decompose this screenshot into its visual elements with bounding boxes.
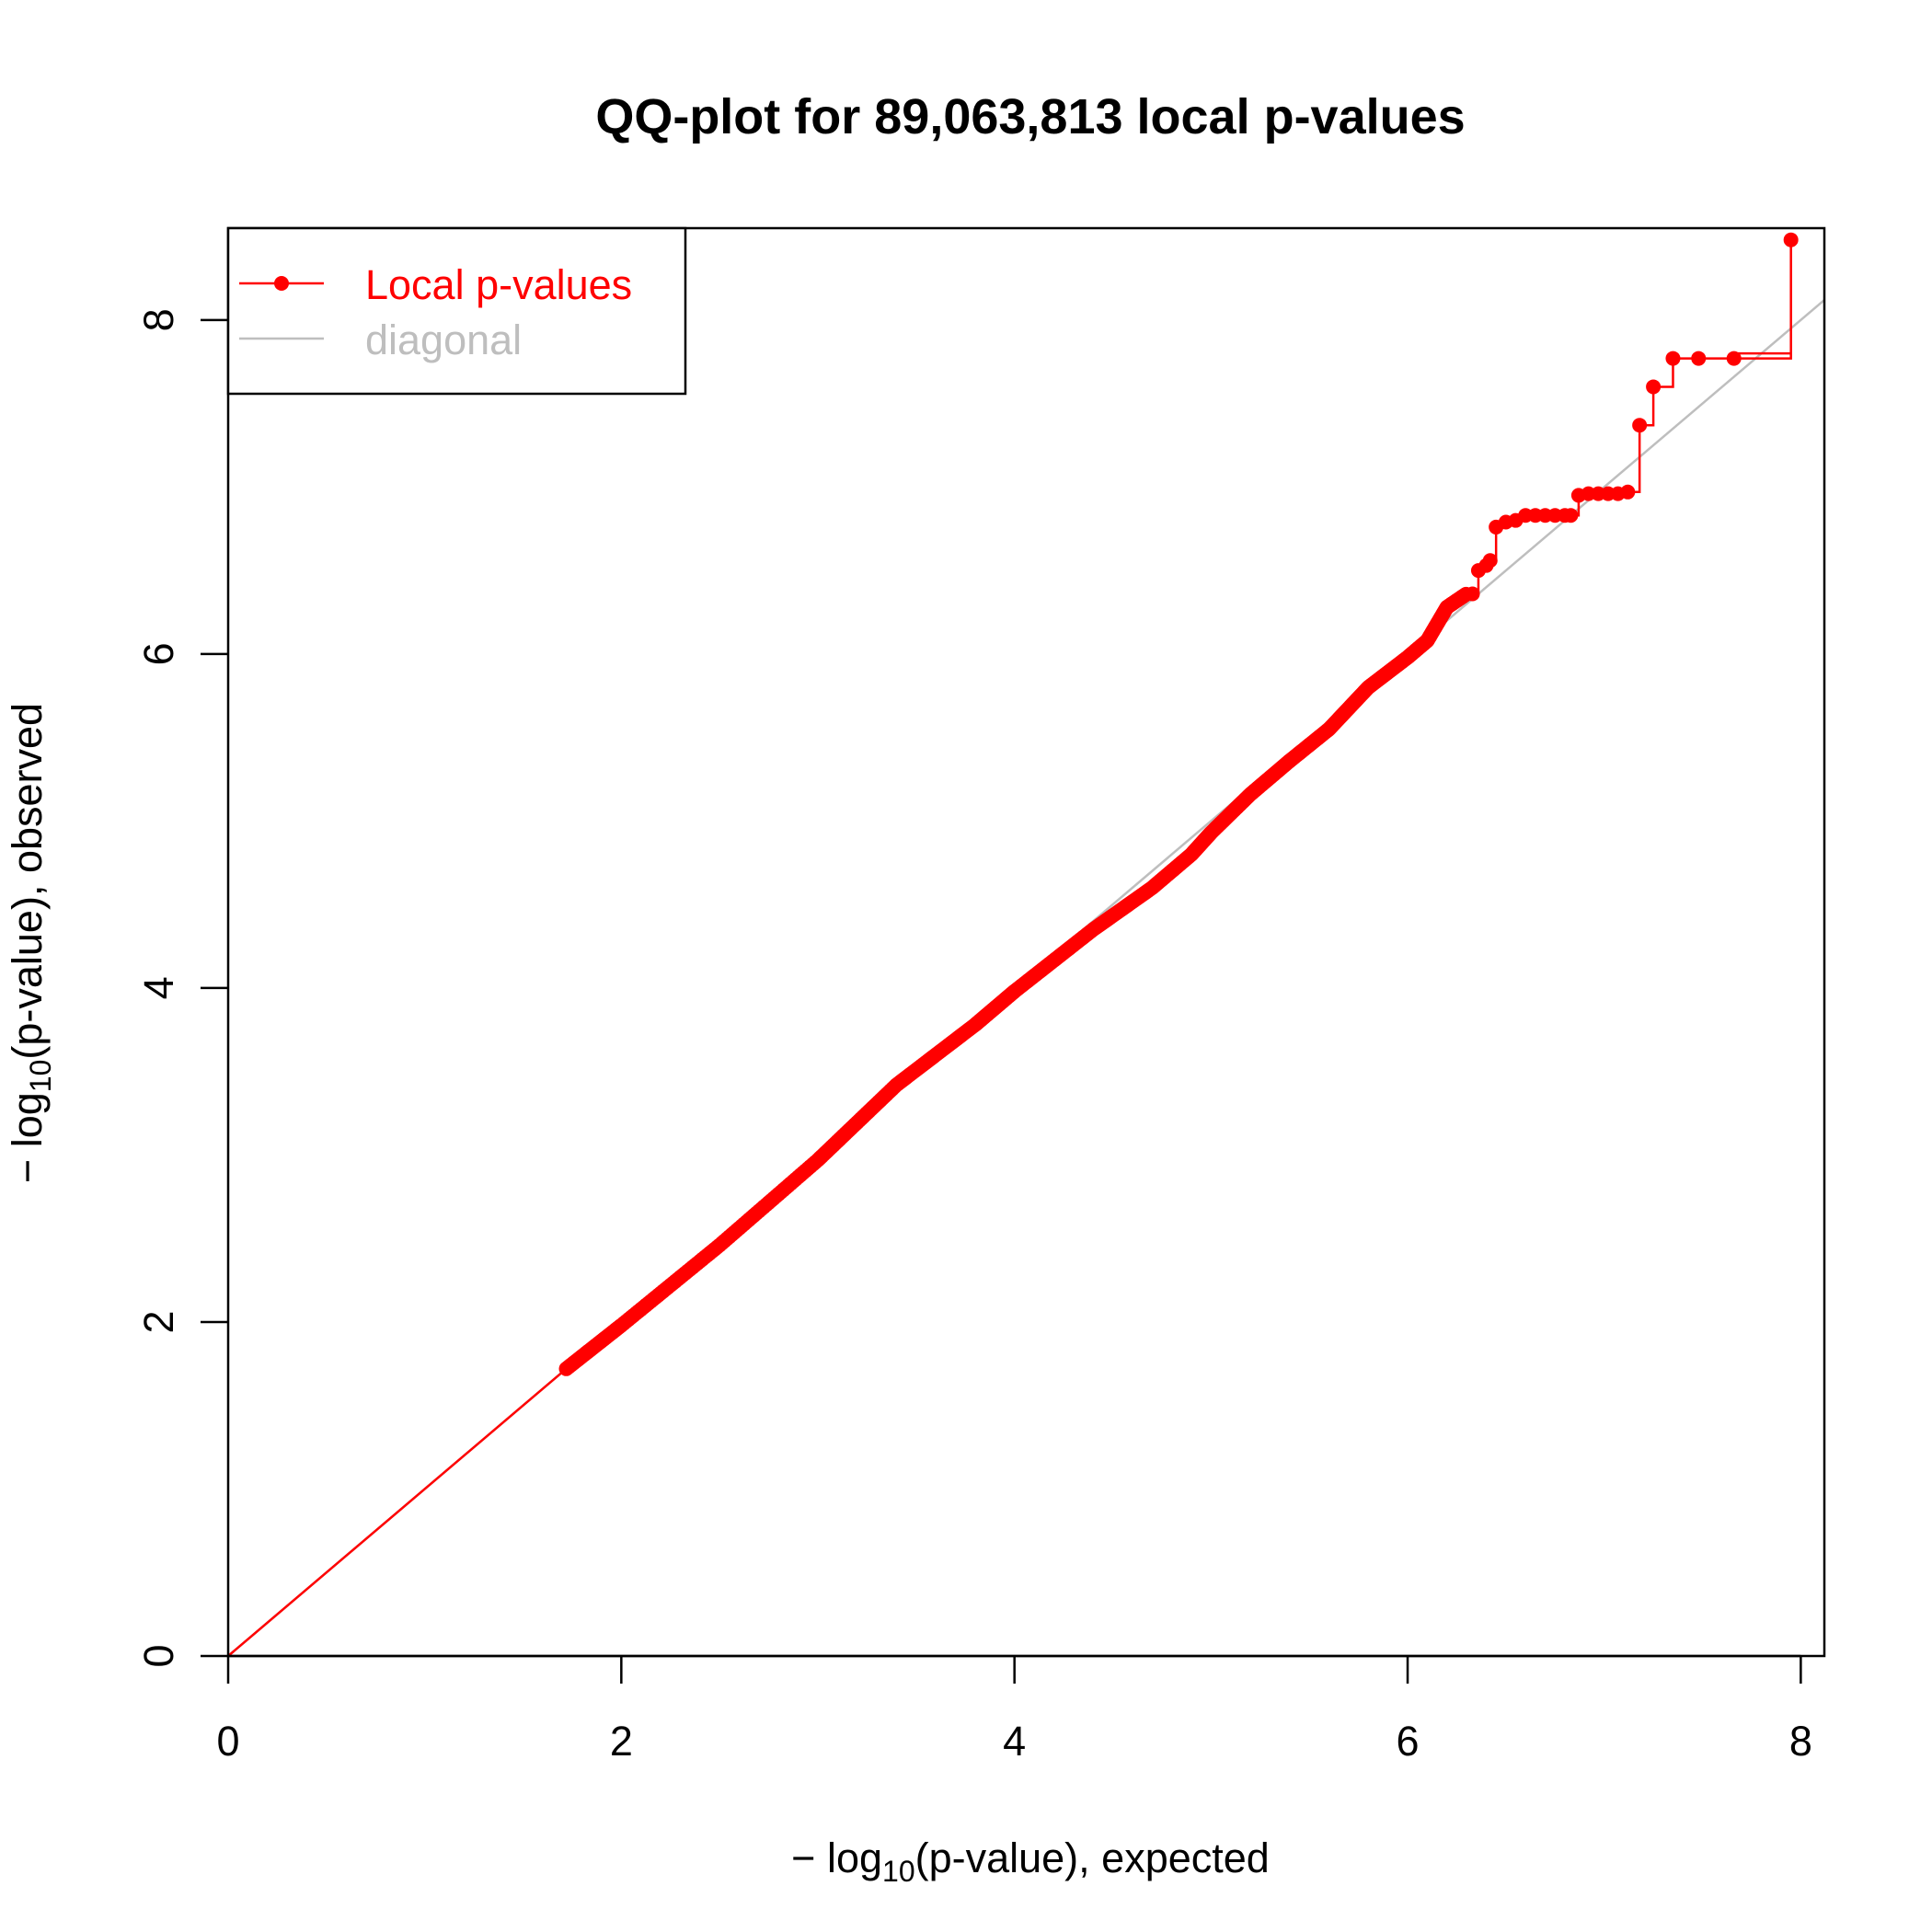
x-tick-label: 4: [1003, 1718, 1026, 1765]
x-tick-label: 6: [1397, 1718, 1420, 1765]
y-tick-label: 8: [135, 308, 182, 331]
y-axis-label: − log10(p-value), observed: [4, 703, 57, 1183]
legend-box: [226, 226, 687, 396]
tail-points: [1465, 232, 1799, 602]
data-point: [1465, 586, 1480, 602]
data-point: [1632, 418, 1648, 433]
y-tick-label: 6: [135, 642, 182, 665]
series-line-local-pvalues: [227, 239, 1792, 1657]
data-point: [1726, 351, 1742, 366]
legend-local-label: Local p-values: [365, 261, 632, 308]
data-point: [1665, 351, 1681, 366]
legend-local-marker: [274, 276, 289, 291]
x-tick-label: 2: [610, 1718, 633, 1765]
plot-frame: [226, 226, 1826, 1658]
legend-diagonal-label: diagonal: [365, 316, 522, 363]
x-tick-label: 0: [216, 1718, 239, 1765]
data-point: [1563, 508, 1579, 523]
axes: 0 2 4 6 8 0 2 4 6 8: [135, 226, 1826, 1765]
x-axis-label: − log10(p-value), expected: [791, 1834, 1270, 1888]
x-tick-label: 8: [1789, 1718, 1812, 1765]
data-point: [1482, 553, 1498, 569]
legend: Local p-values diagonal: [226, 226, 687, 396]
data-point: [1783, 232, 1799, 247]
data-point: [1646, 379, 1662, 395]
plot-area: [227, 232, 1825, 1657]
data-point: [1620, 484, 1636, 500]
y-tick-label: 2: [135, 1310, 182, 1333]
chart-title: QQ-plot for 89,063,813 local p-values: [595, 89, 1465, 144]
dense-points: [558, 586, 1474, 1376]
data-point: [1691, 351, 1707, 366]
y-tick-label: 0: [135, 1644, 182, 1667]
y-tick-label: 4: [135, 976, 182, 999]
